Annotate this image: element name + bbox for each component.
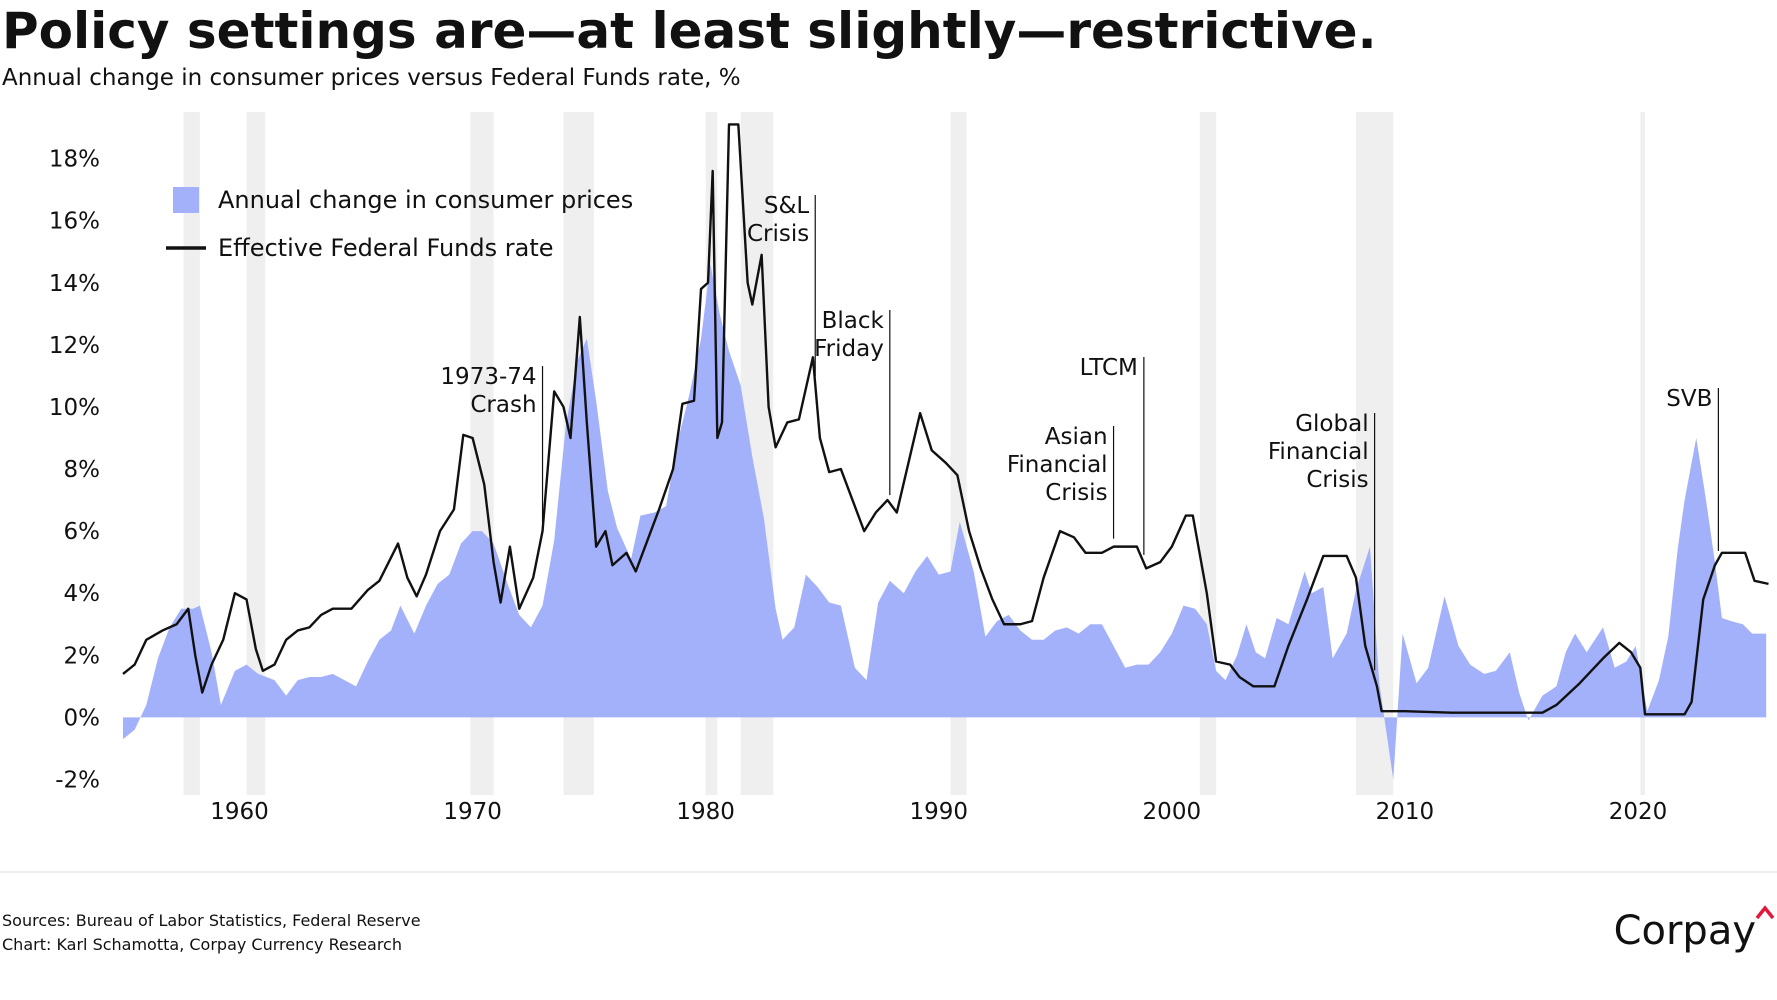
annotation-label: Crisis xyxy=(1306,467,1368,493)
annotation-label: 1973-74 xyxy=(440,364,536,390)
annotation-label: Asian xyxy=(1045,424,1108,450)
annotation-label: LTCM xyxy=(1080,355,1138,381)
chart-subtitle: Annual change in consumer prices versus … xyxy=(2,65,741,91)
y-tick-label: 16% xyxy=(49,209,100,235)
annotation-label: Crisis xyxy=(747,221,809,247)
annotation-label: S&L xyxy=(764,193,810,219)
y-tick-label: 0% xyxy=(64,705,101,731)
y-tick-label: 4% xyxy=(64,581,101,607)
legend-label: Effective Federal Funds rate xyxy=(218,234,554,262)
logo-caret xyxy=(1755,905,1775,920)
x-tick-label: 2000 xyxy=(1143,799,1202,825)
sources: Sources: Bureau of Labor Statistics, Fed… xyxy=(2,911,421,930)
y-tick-label: 12% xyxy=(49,333,100,359)
annotation-label: Friday xyxy=(814,336,884,362)
legend-label: Annual change in consumer prices xyxy=(218,186,633,214)
logo: Corpay xyxy=(1614,908,1756,954)
y-tick-label: 10% xyxy=(49,395,100,421)
cpi-area xyxy=(123,264,1767,780)
x-tick-label: 1960 xyxy=(210,799,269,825)
x-tick-label: 1980 xyxy=(676,799,735,825)
fed-funds-line xyxy=(122,123,1769,716)
credit: Chart: Karl Schamotta, Corpay Currency R… xyxy=(2,935,402,954)
y-tick-label: 18% xyxy=(49,147,100,173)
y-tick-label: 2% xyxy=(64,643,101,669)
annotation-label: Crisis xyxy=(1045,480,1107,506)
annotation-label: Crash xyxy=(470,392,536,418)
y-tick-label: -2% xyxy=(55,767,100,793)
x-tick-label: 2020 xyxy=(1609,799,1668,825)
annotation-label: Black xyxy=(822,308,885,334)
y-tick-label: 6% xyxy=(64,519,101,545)
chart-title: Policy settings are—at least slightly—re… xyxy=(2,2,1377,60)
x-tick-label: 1990 xyxy=(909,799,968,825)
legend-swatch xyxy=(173,187,199,213)
annotation-label: SVB xyxy=(1666,386,1712,412)
annotation-label: Global xyxy=(1295,411,1368,437)
y-tick-label: 8% xyxy=(64,457,101,483)
x-tick-label: 2010 xyxy=(1376,799,1435,825)
annotation-label: Financial xyxy=(1007,452,1108,478)
recession-band xyxy=(1640,112,1645,795)
plot-area: 1973-74CrashS&LCrisisBlackFridayAsianFin… xyxy=(122,112,1769,795)
annotation-label: Financial xyxy=(1268,439,1369,465)
x-tick-label: 1970 xyxy=(443,799,502,825)
y-tick-label: 14% xyxy=(49,271,100,297)
